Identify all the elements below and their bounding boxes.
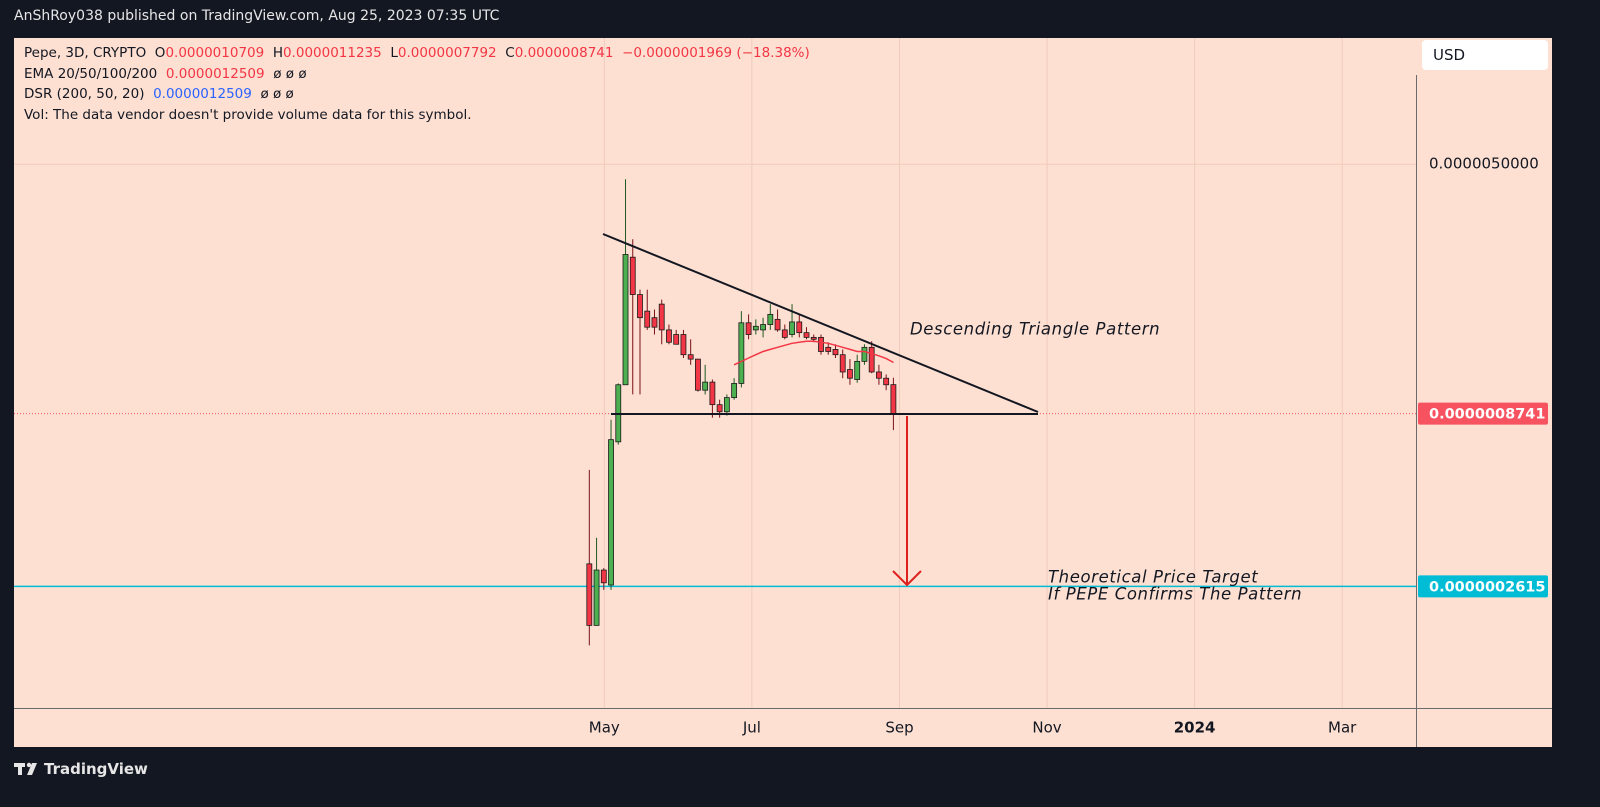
target-arrow [892,416,922,587]
ohlc-value: 0.0000010709 [165,45,265,61]
price-label-box [1418,402,1548,425]
candle-body [767,313,774,325]
x-tick-label: May [589,719,620,737]
logo-part [26,762,32,768]
indicator-name: EMA 20/50/100/200 [24,65,158,82]
annotation: Theoretical Price Target [1048,568,1258,587]
annotation: If PEPE Confirms The Pattern [1048,585,1302,604]
ohlc-key: L [390,45,398,61]
price-label-box [1418,575,1548,598]
candle-body [716,404,723,413]
candle-body [658,303,665,331]
candle-body [839,354,846,373]
indicator-value: 0.0000012509 [165,65,265,82]
legend-row: Vol: The data vendor doesn't provide vol… [24,105,810,126]
candle-body [731,383,738,399]
candle-body [796,321,803,334]
candle-body [832,348,839,356]
indicator-name: DSR (200, 50, 20) [24,86,145,102]
currency-button[interactable]: USD [1422,40,1548,70]
legend-row: EMA 20/50/100/200 0.0000012509 ø ø ø [24,64,810,85]
candle-body [702,381,709,391]
annotation: Descending Triangle Pattern [910,320,1160,339]
candle-body [593,569,600,626]
ohlc-key: H [272,45,283,61]
candle-body [781,329,788,338]
price-label: 0.0000008741 [1429,407,1546,423]
candle-body [847,369,853,379]
resistance-trendline [602,233,1039,413]
symbol: Pepe, 3D, CRYPTO [24,45,147,61]
candle-body [637,294,643,319]
candle-body [586,563,593,626]
grid [14,38,1416,708]
change: −0.0000001969 (−18.38%) [622,45,810,61]
x-tick-label: Mar [1328,719,1357,737]
axis-labels: 0.0000050000 May Jul Sep Nov 2024 Mar 0.0000008… [589,155,1548,737]
candle-body [644,310,651,328]
candle-body [687,354,694,360]
price-label: 0.0000002615 [1429,579,1546,595]
legend-row: Pepe, 3D, CRYPTO O0.0000010709 H0.000001… [24,43,810,64]
chart-background [14,38,1552,747]
candle-body [680,334,687,356]
candle-body [651,317,658,328]
candle-body [738,322,745,384]
candle-body [600,569,607,584]
logo-part [27,763,37,775]
x-tick-label: 2024 [1174,719,1216,737]
candle-body [825,346,832,352]
candle-body [883,377,890,386]
candle-body [666,329,672,343]
candle-body [709,381,716,406]
ohlc-value: 0.0000007792 [397,45,497,61]
indicator-value: 0.0000012509 [153,86,252,102]
arrow-head [892,570,922,587]
candle-body [760,324,766,331]
marks [586,179,897,646]
indicator-rest: ø ø ø [273,65,307,82]
candle-body [810,336,817,340]
logo-icon [14,762,37,775]
candle-body [861,346,868,362]
ohlc-value: 0.0000011235 [282,45,382,61]
candle-body [695,358,701,391]
candle-body [803,332,810,338]
candle-body [774,318,781,331]
x-tick-label: Jul [742,719,761,737]
y-tick-label: 0.0000050000 [1429,155,1539,173]
ohlc-value: 0.0000008741 [514,45,614,61]
publisher-line: AnShRoy038 published on TradingView.com,… [14,8,500,24]
candle-body [608,439,614,586]
candle-body [752,325,759,331]
candle-body [629,256,636,295]
logo-part [18,763,22,775]
brand: TradingView [44,760,148,778]
x-tick-label: Nov [1032,719,1061,737]
candle-body [890,384,897,415]
candle-body [854,360,861,380]
candle-body [673,334,680,345]
indicator-rest: ø ø ø [260,86,294,102]
legend-row: DSR (200, 50, 20) 0.0000012509 ø ø ø [24,84,810,105]
candle-body [818,336,824,352]
ohlc-key: C [505,45,515,61]
candle-body [622,254,629,386]
volume-note: Vol: The data vendor doesn't provide vol… [24,106,472,123]
candle-body [868,346,875,373]
candle-body [789,321,795,335]
candle-body [745,322,752,335]
x-tick-label: Sep [885,719,913,737]
candle-body [876,371,882,379]
candle-body [723,397,730,413]
legend: Pepe, 3D, CRYPTO O0.0000010709 H0.000001… [24,43,810,125]
indicator-line [733,340,894,366]
ohlc-key: O [154,45,166,61]
